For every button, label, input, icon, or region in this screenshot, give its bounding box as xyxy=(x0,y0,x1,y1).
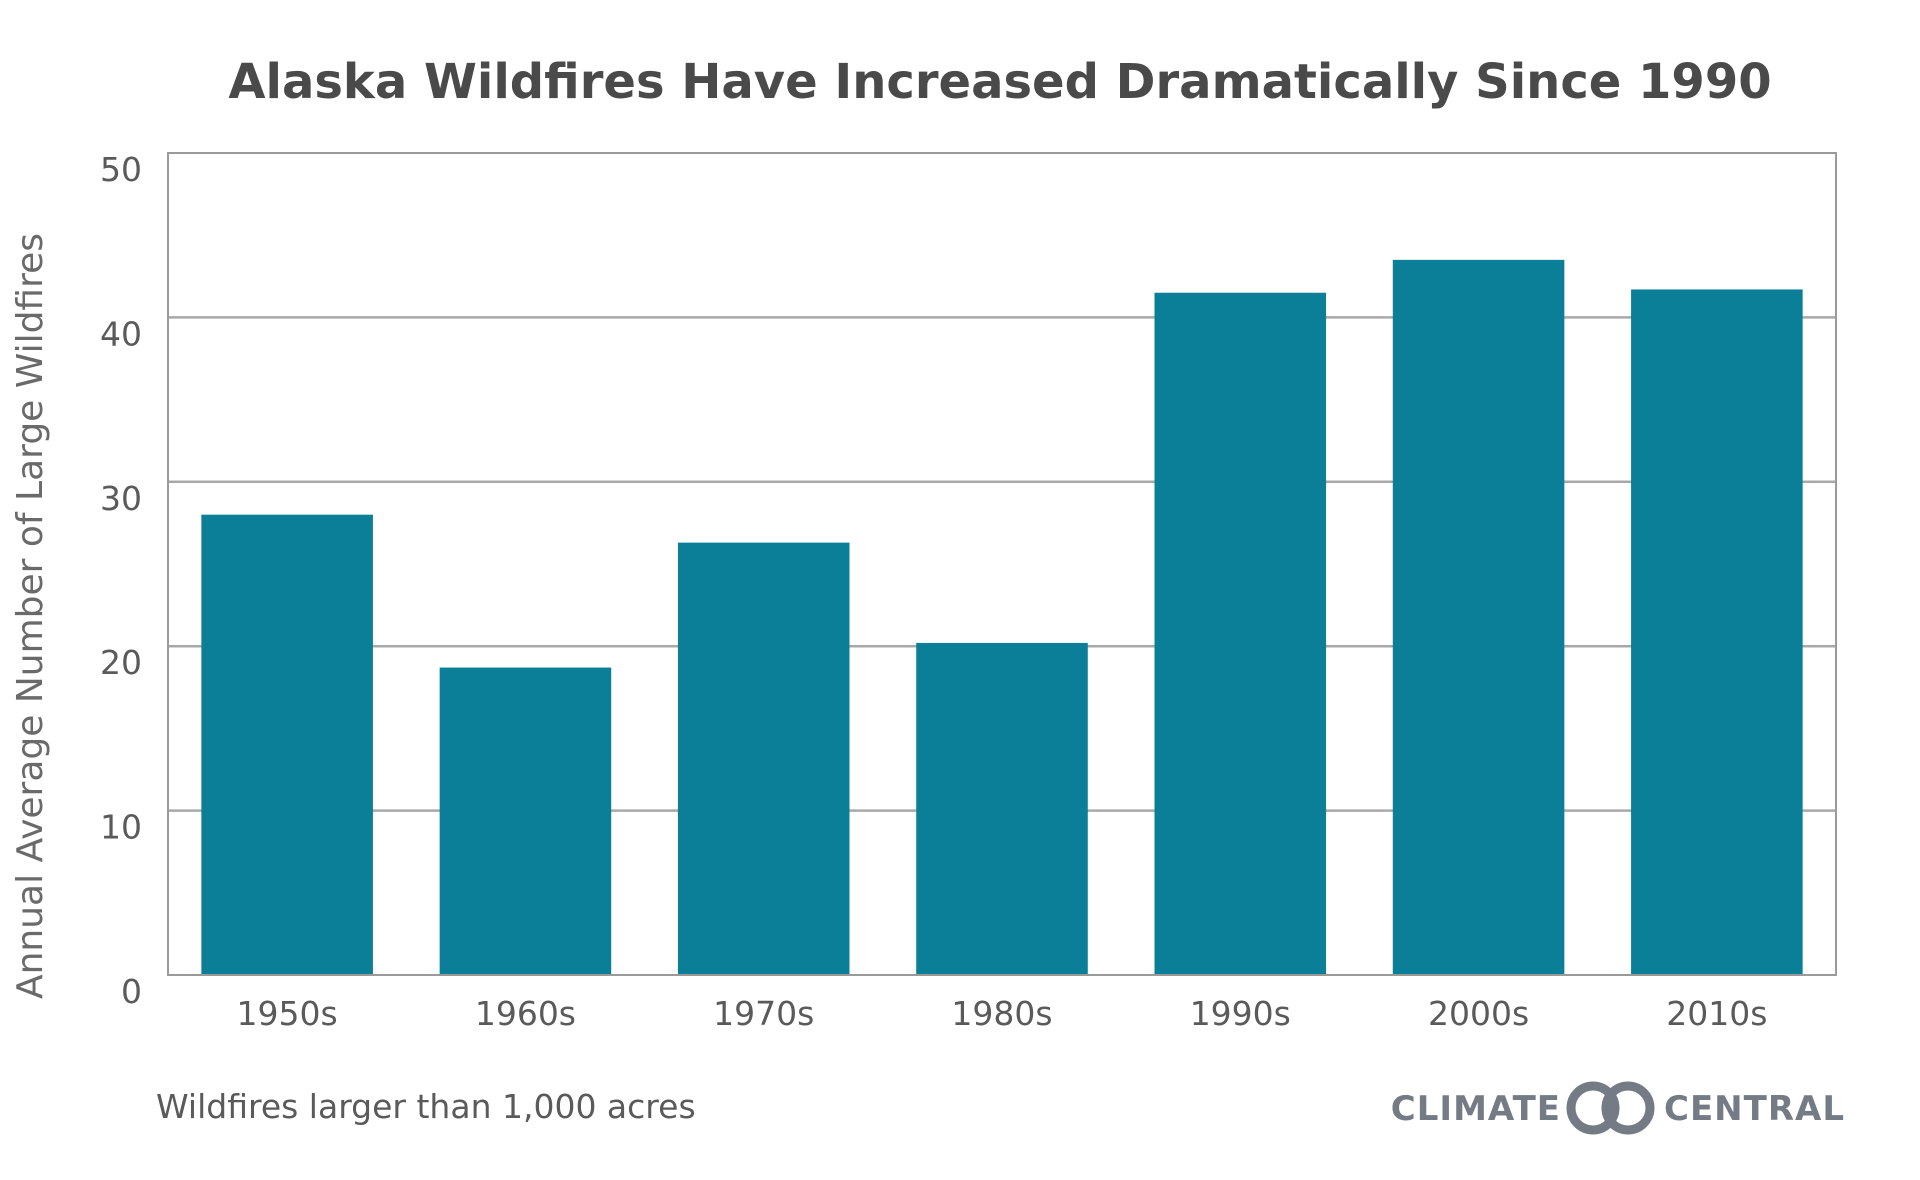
y-tick-label-0: 0 xyxy=(121,972,142,1011)
bars xyxy=(201,259,1803,975)
plot-frame xyxy=(167,152,1837,976)
y-axis-label: Annual Average Number of Large Wildfires xyxy=(10,233,51,999)
y-ticks: 0 10 20 30 40 50 xyxy=(100,150,142,1011)
bar-1980s xyxy=(916,642,1088,975)
x-tick-label-1980s: 1980s xyxy=(951,994,1052,1033)
chart-title: Alaska Wildfires Have Increased Dramatic… xyxy=(228,54,1771,110)
x-tick-label-2010s: 2010s xyxy=(1666,994,1767,1033)
y-tick-label-50: 50 xyxy=(100,150,142,189)
x-tick-label-2000s: 2000s xyxy=(1428,994,1529,1033)
bar-1950s xyxy=(201,514,373,975)
footnote: Wildfires larger than 1,000 acres xyxy=(156,1087,696,1126)
climate-central-logo: CLIMATE CENTRAL xyxy=(1391,1081,1845,1135)
y-tick-label-10: 10 xyxy=(100,808,142,847)
x-tick-label-1950s: 1950s xyxy=(237,994,338,1033)
x-tick-label-1990s: 1990s xyxy=(1190,994,1291,1033)
bar-1990s xyxy=(1154,292,1327,975)
bar-1970s xyxy=(677,542,850,975)
bar-2010s xyxy=(1631,289,1803,975)
y-tick-label-20: 20 xyxy=(100,643,142,682)
x-ticks: 1950s 1960s 1970s 1980s 1990s 2000s 2010s xyxy=(237,994,1768,1033)
y-tick-label-30: 30 xyxy=(100,479,142,518)
y-tick-label-40: 40 xyxy=(100,314,142,353)
rings-icon xyxy=(1566,1081,1655,1135)
x-tick-label-1960s: 1960s xyxy=(475,994,576,1033)
brand-text-right: CENTRAL xyxy=(1664,1089,1845,1129)
x-tick-label-1970s: 1970s xyxy=(713,994,814,1033)
brand-text-left: CLIMATE xyxy=(1391,1089,1561,1129)
bar-2000s xyxy=(1392,259,1565,975)
bar-1960s xyxy=(439,667,612,975)
